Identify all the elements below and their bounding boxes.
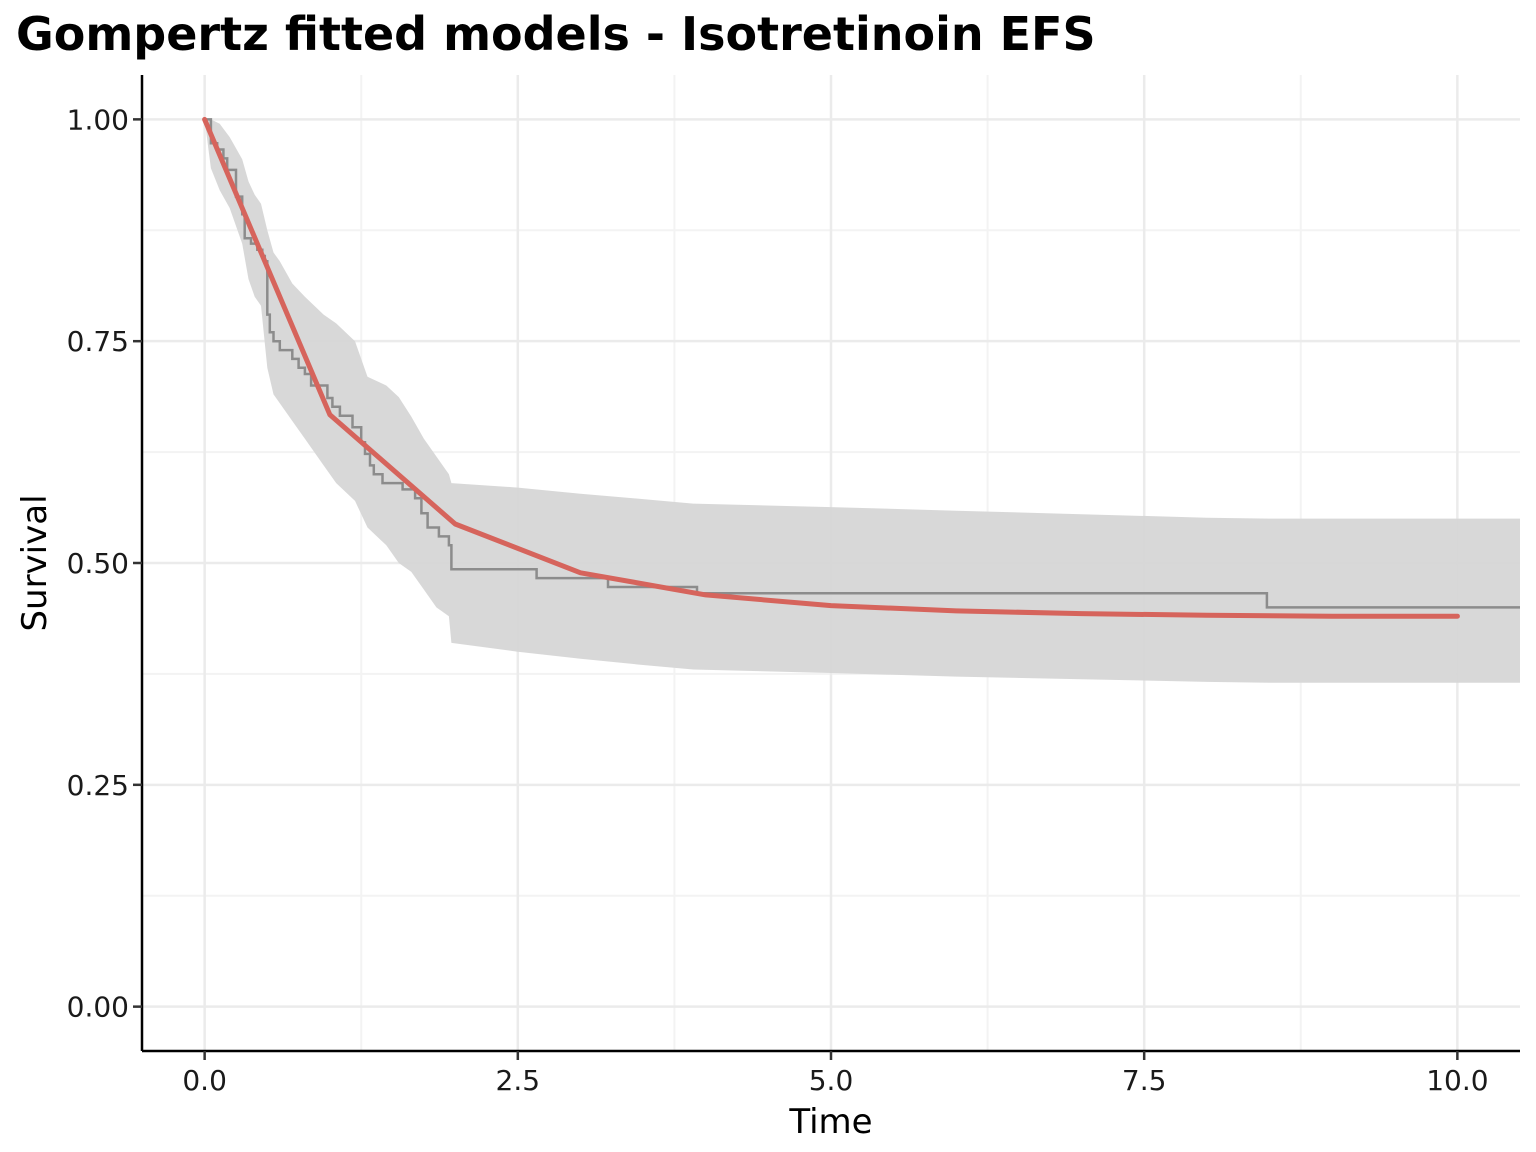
x-tick-label: 7.5: [1122, 1064, 1167, 1097]
y-tick-label: 0.50: [67, 547, 129, 580]
y-tick-label: 0.25: [67, 769, 129, 802]
kaplan-meier-curve: [204, 118, 1520, 609]
confidence-band-layer: [204, 119, 1521, 683]
y-axis-title: Survival: [15, 494, 55, 631]
y-tick-label: 0.75: [67, 325, 129, 358]
gompertz-fitted-line: [202, 116, 1460, 619]
km-layer: [204, 118, 1520, 609]
x-axis-title: Time: [788, 1102, 872, 1142]
y-tick-label: 1.00: [67, 103, 129, 136]
x-tick-label: 0.0: [182, 1064, 227, 1097]
chart-title: Gompertz fitted models - Isotretinoin EF…: [16, 7, 1096, 61]
fitted-layer: [202, 116, 1460, 619]
x-tick-label: 2.5: [496, 1064, 541, 1097]
y-tick-label: 0.00: [67, 991, 129, 1024]
x-tick-label: 5.0: [809, 1064, 854, 1097]
y-ticks: 0.00 0.25 0.50 0.75 1.00: [67, 103, 142, 1024]
x-ticks: 0.0 2.5 5.0 7.5 10.0: [182, 1051, 1489, 1097]
x-tick-label: 10.0: [1426, 1064, 1488, 1097]
confidence-band: [204, 119, 1521, 683]
